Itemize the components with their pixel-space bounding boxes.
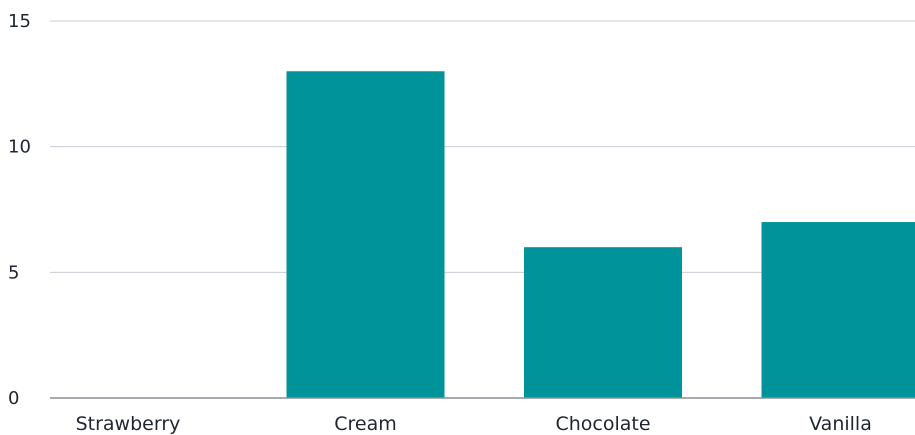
bars [286, 71, 915, 399]
y-tick-label: 10 [8, 137, 31, 158]
bar-cream [286, 71, 445, 399]
bar-vanilla [761, 222, 915, 398]
y-tick-label: 5 [8, 262, 19, 283]
y-tick-label: 15 [8, 11, 31, 32]
x-tick-label-cream: Cream [334, 413, 397, 435]
x-tick-label-vanilla: Vanilla [809, 413, 872, 435]
x-tick-label-strawberry: Strawberry [76, 413, 181, 435]
x-axis-labels: Strawberry Cream Chocolate Vanilla [76, 413, 872, 435]
y-axis-ticks: 0 5 10 15 [8, 11, 31, 409]
bar-chocolate [524, 247, 682, 398]
x-tick-label-chocolate: Chocolate [555, 413, 650, 435]
y-tick-label: 0 [8, 388, 19, 409]
